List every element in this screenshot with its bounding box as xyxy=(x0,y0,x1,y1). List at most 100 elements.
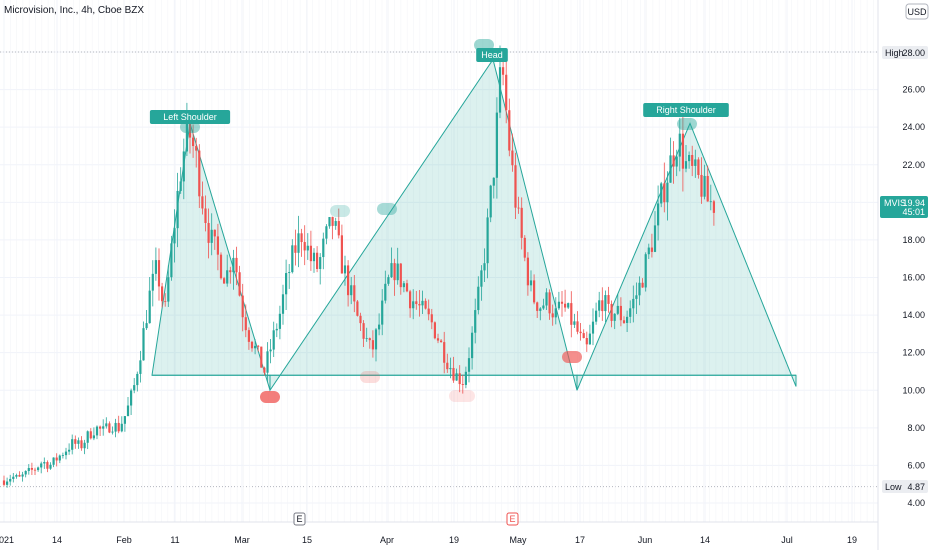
candle-body xyxy=(424,300,427,309)
candle-body xyxy=(396,263,399,281)
candle-body xyxy=(68,449,71,452)
candle-body xyxy=(684,161,688,169)
candle-body xyxy=(446,362,449,370)
candle-body xyxy=(254,345,257,349)
candle-body xyxy=(688,154,691,162)
candle-body xyxy=(154,260,157,274)
candle-body xyxy=(151,273,154,291)
time-tick-label: 19 xyxy=(449,535,459,545)
candle-body xyxy=(126,405,130,417)
candle-body xyxy=(427,308,430,315)
price-axis[interactable]: 28.0026.0024.0022.0020.0018.0016.0014.00… xyxy=(902,47,925,508)
candle-body xyxy=(629,308,632,317)
candle-body xyxy=(691,154,694,166)
candle-body xyxy=(64,451,68,456)
candle-body xyxy=(223,278,226,284)
candle-body xyxy=(514,165,517,208)
earnings-marker-label: E xyxy=(296,514,302,524)
candle-body xyxy=(123,416,126,424)
candle-body xyxy=(207,222,210,243)
candle-body xyxy=(706,175,709,202)
candle-body xyxy=(350,285,353,296)
candle-body xyxy=(517,207,520,209)
currency-badge[interactable]: USD xyxy=(905,3,929,20)
candle-body xyxy=(6,481,9,485)
candle-body xyxy=(43,462,46,464)
candle-body xyxy=(188,114,192,138)
candle-body xyxy=(539,308,542,311)
candle-body xyxy=(675,156,678,167)
candle-body xyxy=(204,208,207,223)
candle-body xyxy=(486,217,489,264)
earnings-marker-march[interactable]: E xyxy=(293,512,306,526)
candle-body xyxy=(133,385,136,391)
candle-body xyxy=(467,358,471,372)
candle-body xyxy=(173,228,176,244)
candle-body xyxy=(567,303,570,308)
price-tick-label: 8.00 xyxy=(907,423,925,433)
candle-body xyxy=(495,112,498,178)
candle-body xyxy=(368,338,371,341)
candle-body xyxy=(588,333,591,345)
candle-body xyxy=(492,177,495,186)
candle-body xyxy=(164,301,167,303)
candle-body xyxy=(362,323,365,339)
candle-body xyxy=(455,373,458,381)
candle-body xyxy=(40,463,43,468)
time-axis[interactable]: 2021 14 Feb 11 Mar 15 Apr 19 May 17 Jun 14 Jul 19 xyxy=(0,535,857,545)
candle-body xyxy=(582,333,585,339)
candle-body xyxy=(343,265,347,274)
candle-body xyxy=(18,474,21,477)
candle-body xyxy=(641,282,644,288)
bar-countdown: 45:01 xyxy=(902,207,925,217)
candle-body xyxy=(167,277,170,302)
candle-body xyxy=(337,221,340,236)
candle-body xyxy=(195,146,198,151)
right-shoulder-label-bg xyxy=(643,103,729,117)
head-label: Head xyxy=(476,48,508,62)
candle-body xyxy=(477,286,480,311)
candle-body xyxy=(387,277,390,284)
candle-body xyxy=(2,480,6,485)
price-tick-label: 24.00 xyxy=(902,122,925,132)
candle-body xyxy=(529,280,533,286)
earnings-marker-may[interactable]: E xyxy=(506,512,519,526)
candle-body xyxy=(49,464,52,469)
candle-body xyxy=(213,229,216,237)
candle-body xyxy=(697,159,700,175)
candle-body xyxy=(347,265,350,296)
time-tick-label: Mar xyxy=(234,535,250,545)
candle-body xyxy=(322,238,325,258)
price-tick-label: 16.00 xyxy=(902,273,925,283)
candle-body xyxy=(331,217,334,226)
candle-body xyxy=(319,257,322,269)
candle-body xyxy=(238,272,241,296)
candle-body xyxy=(409,291,412,309)
pivot-low-mid xyxy=(360,371,380,383)
candle-body xyxy=(694,159,697,166)
candle-body xyxy=(365,338,368,339)
candle-body xyxy=(502,67,505,75)
candle-body xyxy=(430,314,433,323)
candle-body xyxy=(285,273,288,295)
candle-body xyxy=(399,263,402,288)
candle-body xyxy=(523,237,526,258)
low-value: 4.87 xyxy=(907,482,925,492)
candle-body xyxy=(278,313,281,329)
candle-body xyxy=(412,301,415,309)
candle-body xyxy=(647,247,650,255)
candle-body xyxy=(15,474,18,477)
candle-body xyxy=(92,435,95,439)
candle-body xyxy=(576,321,579,332)
candle-body xyxy=(660,183,663,204)
candle-body xyxy=(471,332,474,359)
candle-body xyxy=(226,270,229,284)
candle-body xyxy=(390,263,393,278)
candle-body xyxy=(55,457,58,461)
candle-body xyxy=(291,245,294,273)
candle-body xyxy=(108,423,111,433)
candle-body xyxy=(415,301,418,305)
candle-body xyxy=(306,245,309,251)
candle-body xyxy=(157,260,161,287)
